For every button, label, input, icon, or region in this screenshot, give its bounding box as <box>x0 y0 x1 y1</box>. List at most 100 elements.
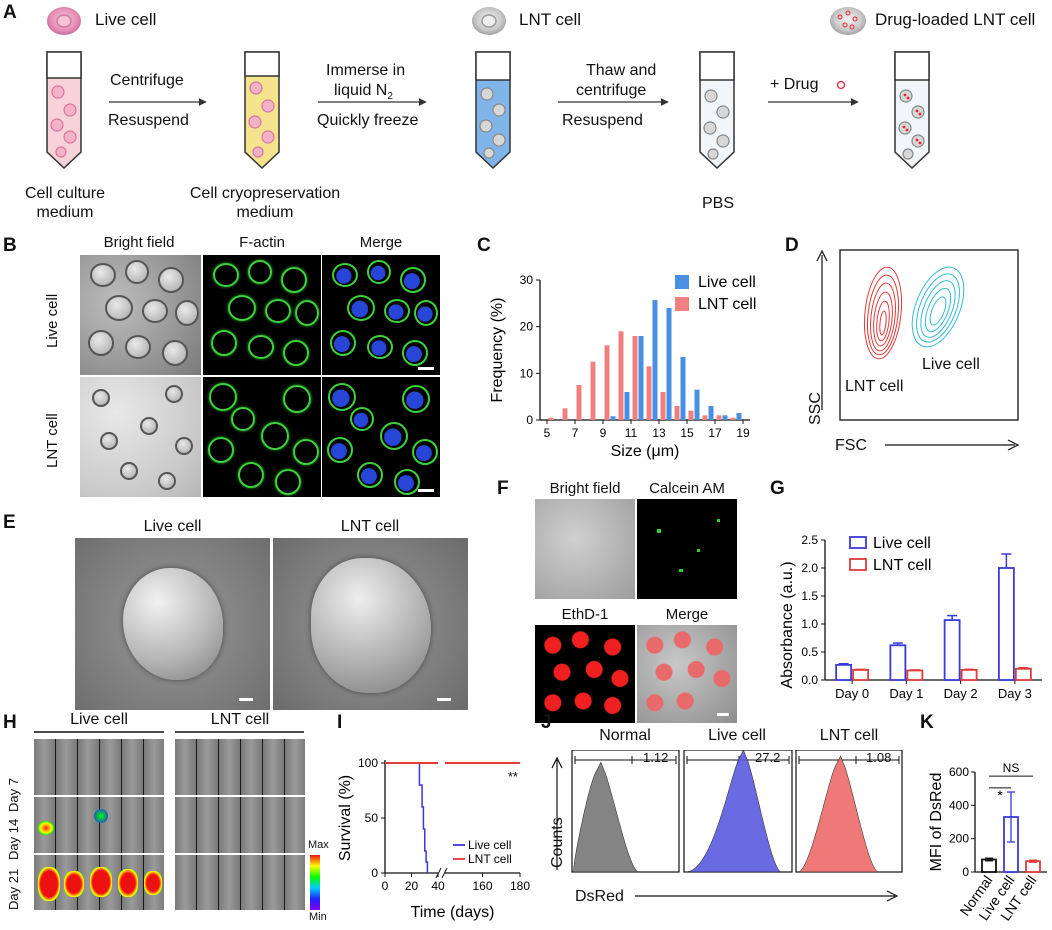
h-row-day14: Day 14 <box>6 818 21 860</box>
c-bar <box>604 345 610 420</box>
k-y-tick-label: 0 <box>962 865 969 879</box>
g-y-tick-label: 1.5 <box>801 589 818 603</box>
j-value-normal: 1.12 <box>643 750 669 765</box>
chart-c-size-histogram: 0 10 20 30 5 7 9 11 13 15 17 19 Size (μm) Frequency (… <box>489 273 756 460</box>
c-y-tick-label: 30 <box>520 273 534 287</box>
f-calcein-image <box>637 499 737 599</box>
c-x-tick-label: 9 <box>600 426 607 440</box>
tube-culture-medium <box>46 51 82 170</box>
step3-bottom: Resuspend <box>562 112 643 129</box>
scale-bar <box>418 367 434 370</box>
i-x-tick-label: 160 <box>472 879 492 893</box>
c-bar <box>632 336 638 420</box>
g-bar <box>906 669 924 681</box>
panel-c-label: C <box>477 235 491 256</box>
drug-loaded-cell-icon <box>830 7 866 35</box>
k-ns-label: NS <box>1003 761 1020 775</box>
j-y-arrow-head <box>551 756 563 769</box>
panel-g-label: G <box>770 478 785 499</box>
g-x-tick-label: Day 3 <box>998 686 1032 701</box>
g-legend-label: Live cell <box>873 535 931 552</box>
g-x-tick-label: Day 0 <box>835 686 869 701</box>
lnt-population-contour <box>863 266 903 360</box>
k-sig-star: * <box>997 787 1003 803</box>
b-col-factin: F-actin <box>239 234 285 251</box>
f-merge-image <box>637 625 737 723</box>
c-bar <box>730 417 736 420</box>
g-x-tick-label: Day 1 <box>889 686 923 701</box>
i-y-axis-label: Survival (%) <box>337 775 354 861</box>
panel-e-label: E <box>3 512 16 533</box>
h-live-bioluminescence-image <box>34 739 164 910</box>
f-title-merge: Merge <box>665 606 709 623</box>
f-brightfield-image <box>535 499 635 599</box>
g-y-tick-label: 0.0 <box>801 673 818 687</box>
j-value-live: 27.2 <box>755 750 781 765</box>
step4-top: + Drug <box>770 76 819 93</box>
c-bar <box>652 300 658 420</box>
k-y-tick-label: 400 <box>949 798 969 812</box>
b-lnt-merge-image <box>322 377 440 497</box>
g-legend-swatch <box>849 536 867 549</box>
g-legend-label: LNT cell <box>873 557 931 574</box>
g-y-tick-label: 1.0 <box>801 617 818 631</box>
i-x-tick-label: 20 <box>405 879 419 893</box>
g-y-tick-label: 2.0 <box>801 561 818 575</box>
i-y-tick-label: 50 <box>365 811 379 825</box>
step2-top2: liquid N2 <box>334 82 393 103</box>
tube2-caption-2: medium <box>236 204 294 221</box>
c-legend-label: Live cell <box>698 274 756 291</box>
c-bar <box>624 392 630 420</box>
c-bar <box>610 416 616 420</box>
c-bar <box>694 389 700 420</box>
i-x-tick-label: 180 <box>510 879 530 893</box>
g-y-tick-label: 2.5 <box>801 533 818 547</box>
c-bar <box>722 415 728 420</box>
e-title-lnt: LNT cell <box>340 518 400 535</box>
b-col-merge: Merge <box>359 234 403 251</box>
c-bar <box>638 336 644 420</box>
scale-bar <box>418 489 434 492</box>
tube1-caption-1: Cell culture <box>24 185 106 202</box>
legend-lnt-cell: LNT cell <box>519 10 582 29</box>
g-bar <box>889 644 907 681</box>
f-title-calcein: Calcein AM <box>649 480 725 497</box>
c-bar <box>548 417 554 420</box>
c-bar <box>688 410 694 420</box>
step3-top2: centrifuge <box>576 82 647 99</box>
live-cell-icon <box>47 7 81 35</box>
c-x-tick-label: 19 <box>736 426 750 440</box>
d-x-axis: FSC <box>835 437 867 454</box>
step1-bottom: Resuspend <box>108 112 189 129</box>
c-bar <box>618 331 624 420</box>
d-pop-live: Live cell <box>922 356 980 373</box>
j-histogram <box>797 755 879 873</box>
c-bar <box>716 415 722 420</box>
panel-b-label: B <box>3 235 17 256</box>
tube-pbs <box>699 51 735 170</box>
f-title-brightfield: Bright field <box>549 480 621 497</box>
step2-top1: Immerse in <box>326 62 406 79</box>
drug-icon <box>836 80 846 90</box>
j-title-lnt: LNT cell <box>819 727 879 744</box>
j-y-axis: Counts <box>549 817 566 868</box>
b-row-live: Live cell <box>44 293 61 348</box>
h-scale-max: Max <box>308 839 329 851</box>
g-bar <box>835 663 853 681</box>
f-title-ethd: EthD-1 <box>561 606 609 623</box>
c-y-tick-label: 20 <box>520 320 534 334</box>
g-y-axis-label: Absorbance (a.u.) <box>779 561 796 688</box>
h-lnt-bioluminescence-image <box>175 739 305 910</box>
c-bar <box>736 413 742 420</box>
e-live-sem-image <box>75 538 270 710</box>
live-population-contour <box>911 266 965 348</box>
i-live-survival-line <box>385 762 429 873</box>
c-bar <box>702 415 708 420</box>
g-bar <box>852 669 870 681</box>
legend-drug-loaded: Drug-loaded LNT cell <box>875 10 1036 29</box>
chart-d-flow-contour <box>816 249 1020 451</box>
b-live-merge-image <box>322 255 440 375</box>
c-y-axis-label: Frequency (%) <box>489 298 506 403</box>
panel-h-label: H <box>3 712 17 733</box>
j-title-live: Live cell <box>708 727 766 744</box>
